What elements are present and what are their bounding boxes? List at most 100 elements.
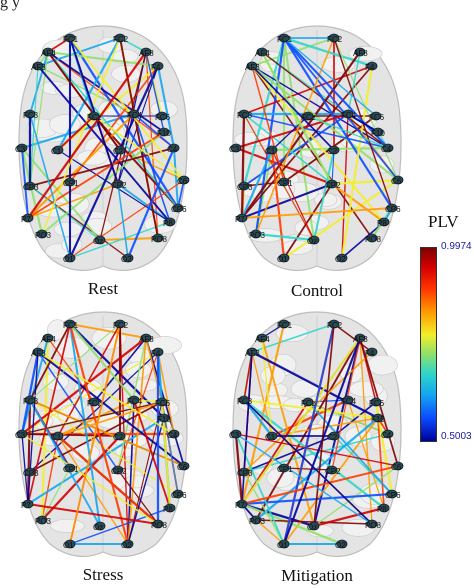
- electrode-node: [156, 111, 168, 121]
- electrode-node: [326, 465, 338, 475]
- electrode-label: AF4: [41, 49, 56, 58]
- electrode-node: [164, 503, 176, 513]
- electrode-label: FC2: [327, 321, 343, 330]
- connection-line: [283, 37, 389, 149]
- connection-line: [271, 149, 315, 241]
- electrode-node: [36, 229, 48, 239]
- electrode-node: [378, 217, 390, 227]
- electrode-label: Oz: [93, 237, 103, 246]
- electrode-label: CP2: [325, 467, 341, 476]
- electrode-label: FC2: [327, 35, 343, 44]
- connection-line: [251, 65, 335, 151]
- connection-line: [37, 351, 175, 435]
- electrode-node: [172, 489, 184, 499]
- electrode-node: [336, 539, 348, 549]
- electrode-node: [88, 397, 100, 407]
- top-caption-fragment: g y: [0, 0, 20, 11]
- connection-line: [69, 221, 171, 259]
- electrode-node: [308, 235, 320, 245]
- connection-line: [261, 51, 389, 149]
- connection-line: [21, 337, 147, 435]
- connection-line: [126, 147, 176, 259]
- electrode-node: [156, 397, 168, 407]
- connection-line: [21, 433, 29, 505]
- electrode-label: P7: [21, 501, 31, 510]
- electrode-node: [152, 233, 164, 243]
- electrode-node: [22, 499, 34, 509]
- electrode-label: CP2: [111, 181, 127, 190]
- electrode-label: F4: [365, 349, 375, 358]
- electrode-label: CP1: [277, 179, 293, 188]
- caption-rest: Rest: [87, 279, 119, 298]
- connection-line: [240, 113, 246, 219]
- connection-line: [243, 435, 335, 473]
- connection-line: [69, 37, 185, 181]
- electrode-node: [382, 143, 394, 153]
- electrode-label: C1: [51, 433, 62, 442]
- electrode-label: C1: [51, 147, 62, 156]
- electrode-label: C6: [391, 177, 402, 186]
- electrode-label: C4: [381, 145, 392, 154]
- electrode-label: C1: [265, 433, 276, 442]
- electrode-label: CP6: [385, 205, 401, 214]
- electrode-label: CP2: [325, 181, 341, 190]
- caption-stress: Stress: [82, 565, 124, 584]
- electrode-label: C6: [391, 463, 402, 472]
- electrode-node: [354, 47, 366, 57]
- electrode-node: [386, 203, 398, 213]
- electrode-node: [36, 515, 48, 525]
- electrode-label: PO3: [35, 231, 52, 240]
- electrode-label: PO8: [365, 235, 382, 244]
- connection-line: [69, 323, 147, 339]
- connection-line: [243, 399, 385, 509]
- electrode-label: FCz: [87, 399, 102, 408]
- electrode-label: C6: [177, 177, 188, 186]
- electrode-node: [94, 521, 106, 531]
- electrode-node: [168, 143, 180, 153]
- connection-line: [29, 185, 101, 241]
- connection-line: [57, 401, 163, 437]
- electrode-label: CP1: [63, 179, 79, 188]
- electrode-label: C2: [113, 433, 124, 442]
- connection-line: [251, 323, 335, 353]
- electrode-label: FC1: [63, 321, 79, 330]
- electrode-label: F10: [157, 129, 171, 138]
- electrode-node: [256, 333, 268, 343]
- connection-line: [241, 183, 333, 219]
- connection-line: [340, 65, 374, 259]
- electrode-node: [114, 33, 126, 43]
- electrode-label: F10: [371, 415, 385, 424]
- electrode-node: [32, 347, 44, 357]
- electrode-label: Oz: [307, 523, 317, 532]
- electrode-node: [16, 429, 28, 439]
- connection-line: [26, 399, 32, 505]
- electrode-node: [140, 333, 152, 343]
- connection-line: [119, 37, 159, 239]
- electrode-node: [302, 111, 314, 121]
- electrode-node: [112, 179, 124, 189]
- electrode-label: O1: [63, 255, 74, 264]
- connection-line: [251, 65, 285, 183]
- electrode-node: [246, 61, 258, 71]
- electrode-label: O2: [121, 541, 132, 550]
- connection-line: [29, 399, 179, 495]
- connection-line: [29, 51, 49, 115]
- electrode-node: [64, 463, 76, 473]
- electrode-label: C3: [15, 431, 26, 440]
- electrode-label: P8: [377, 219, 387, 228]
- electrode-node: [42, 333, 54, 343]
- electrode-node: [52, 431, 64, 441]
- connection-line: [283, 37, 377, 117]
- electrode-node: [378, 503, 390, 513]
- electrode-label: F10: [371, 129, 385, 138]
- electrode-node: [354, 333, 366, 343]
- electrode-label: PO3: [249, 517, 266, 526]
- connection-line: [41, 131, 165, 235]
- connection-line: [347, 51, 361, 115]
- electrode-label: FCz: [301, 399, 316, 408]
- connection-line: [241, 337, 361, 505]
- connection-line: [307, 401, 393, 495]
- electrode-label: FC1: [63, 35, 79, 44]
- electrode-label: C3: [15, 145, 26, 154]
- connection-line: [243, 399, 373, 525]
